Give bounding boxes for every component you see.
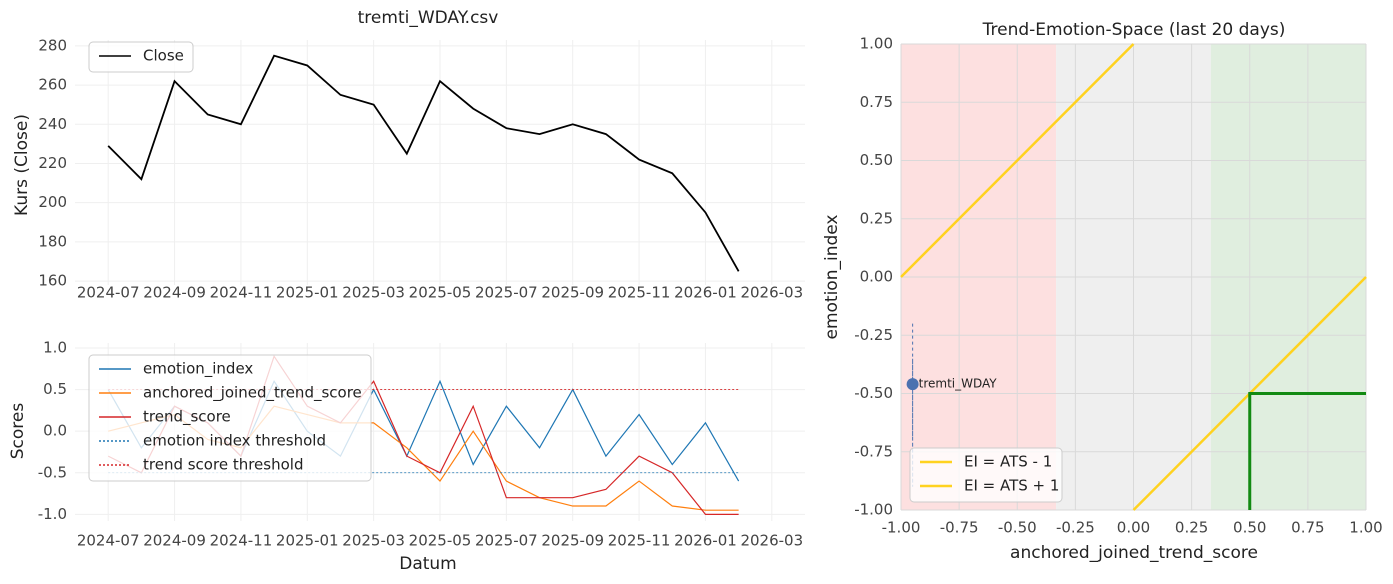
legend-label: emotion_index — [143, 360, 253, 379]
y-tick-label: 160 — [38, 272, 67, 290]
x-tick-label: 2025-01 — [276, 532, 339, 550]
x-tick-label: 2025-09 — [541, 284, 604, 302]
target-box — [1248, 392, 1366, 510]
x-tick-label: 2025-07 — [475, 532, 538, 550]
y-tick-label: 280 — [38, 36, 67, 54]
y-tick-label: 0.00 — [860, 268, 893, 286]
x-tick-label: 2026-03 — [740, 284, 803, 302]
x-tick-label: 2025-03 — [342, 284, 405, 302]
x-tick-label: 2026-03 — [740, 532, 803, 550]
x-tick-label: 0.25 — [1175, 519, 1208, 537]
x-tick-label: -0.25 — [1056, 519, 1095, 537]
x-tick-label: 2024-07 — [77, 284, 140, 302]
y-tick-label: 260 — [38, 76, 67, 94]
x-tick-label: 2024-11 — [210, 284, 273, 302]
y-tick-label: 0.0 — [43, 422, 67, 440]
y-tick-label: 1.0 — [43, 338, 67, 356]
x-tick-label: 2026-01 — [674, 532, 737, 550]
legend-label: EI = ATS + 1 — [964, 477, 1059, 495]
x-tick-label: 2024-09 — [143, 532, 206, 550]
y-tick-label: 240 — [38, 115, 67, 133]
x-tick-label: 2025-05 — [409, 532, 472, 550]
y-tick-label: -0.5 — [38, 463, 67, 481]
legend-label: trend score threshold — [143, 456, 303, 474]
x-axis-label: anchored_joined_trend_score — [1010, 543, 1258, 563]
x-tick-label: 0.50 — [1233, 519, 1266, 537]
y-axis-label: Scores — [8, 403, 28, 460]
x-tick-label: -1.00 — [882, 519, 921, 537]
x-tick-label: 1.00 — [1349, 519, 1382, 537]
x-tick-label: 2025-09 — [541, 532, 604, 550]
x-tick-label: -0.50 — [998, 519, 1037, 537]
reference-line — [900, 43, 1135, 278]
y-tick-label: 0.25 — [860, 209, 893, 227]
x-tick-label: 2025-11 — [608, 532, 671, 550]
x-tick-label: 2024-11 — [210, 532, 273, 550]
x-tick-label: 2025-07 — [475, 284, 538, 302]
y-tick-label: 220 — [38, 154, 67, 172]
y-tick-label: -0.50 — [854, 384, 893, 402]
x-tick-label: 2024-09 — [143, 284, 206, 302]
legend-label: Close — [143, 47, 184, 65]
legend-label: anchored_joined_trend_score — [143, 384, 362, 403]
x-tick-label: -0.75 — [940, 519, 979, 537]
legend-label: EI = ATS - 1 — [964, 453, 1052, 471]
y-axis-label: Kurs (Close) — [12, 114, 32, 216]
point-label: tremti_WDAY — [919, 377, 998, 391]
x-tick-label: 2026-01 — [674, 284, 737, 302]
y-tick-label: 0.50 — [860, 151, 893, 169]
x-tick-label: 2025-01 — [276, 284, 339, 302]
y-tick-label: 0.5 — [43, 380, 67, 398]
chart-title: tremti_WDAY.csv — [358, 8, 499, 28]
chart-title: Trend-Emotion-Space (last 20 days) — [982, 20, 1286, 40]
x-tick-label: 2025-11 — [608, 284, 671, 302]
x-tick-label: 2025-05 — [409, 284, 472, 302]
x-axis-label: Datum — [399, 554, 457, 574]
x-tick-label: 0.75 — [1291, 519, 1324, 537]
x-tick-label: 0.00 — [1117, 519, 1150, 537]
legend-box — [88, 354, 372, 482]
y-tick-label: -0.25 — [854, 326, 893, 344]
y-tick-label: 180 — [38, 232, 67, 250]
series-line — [107, 54, 740, 272]
y-tick-label: 200 — [38, 193, 67, 211]
y-tick-label: -0.75 — [854, 442, 893, 460]
legend-label: trend_score — [143, 408, 231, 427]
point — [906, 378, 919, 391]
y-tick-label: 0.75 — [860, 93, 893, 111]
y-tick-label: -1.00 — [854, 501, 893, 519]
legend-box — [88, 41, 194, 73]
y-axis-label: emotion_index — [822, 215, 842, 340]
y-tick-label: -1.0 — [38, 505, 67, 523]
legend-label: emotion index threshold — [143, 432, 326, 450]
x-tick-label: 2024-07 — [77, 532, 140, 550]
x-tick-label: 2025-03 — [342, 532, 405, 550]
y-tick-label: 1.00 — [860, 35, 893, 53]
